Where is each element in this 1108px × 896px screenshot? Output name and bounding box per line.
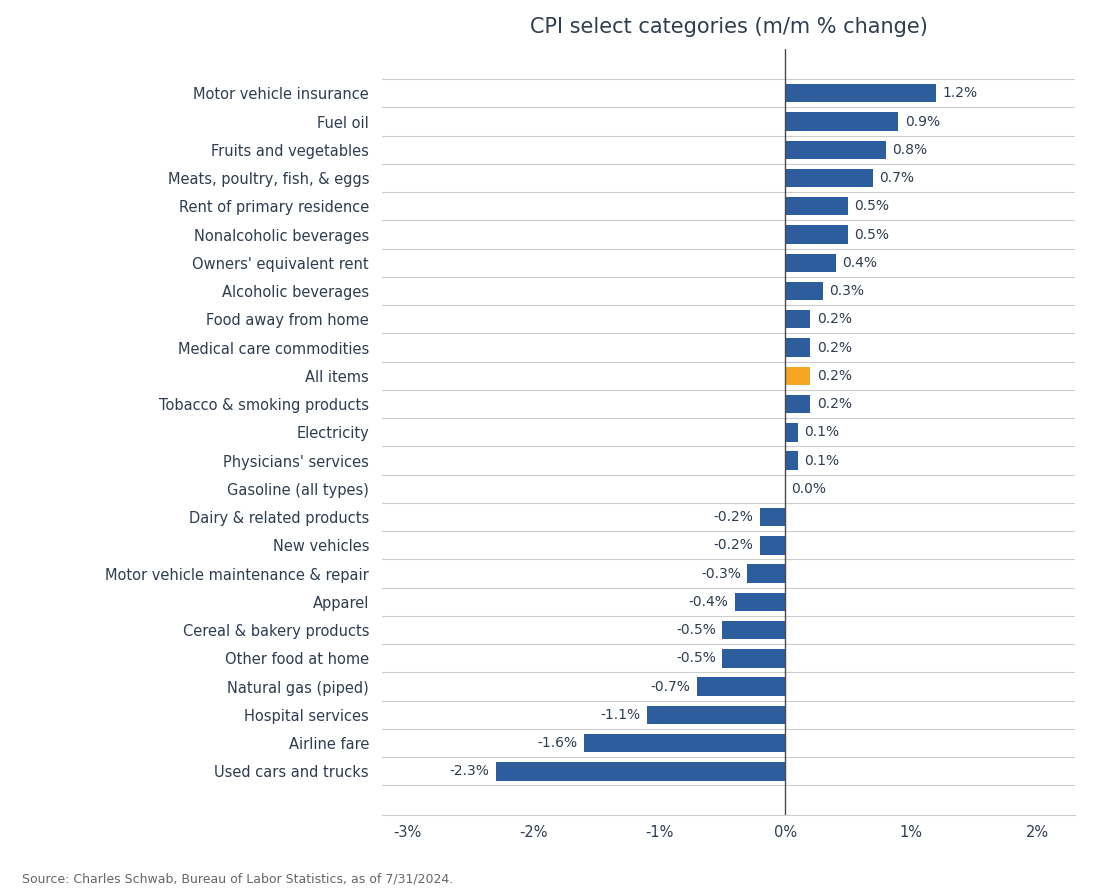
Text: -1.6%: -1.6%: [537, 737, 577, 750]
Text: 0.2%: 0.2%: [817, 369, 852, 383]
Text: 0.8%: 0.8%: [892, 142, 927, 157]
Bar: [786, 84, 936, 102]
Text: 0.1%: 0.1%: [804, 426, 839, 439]
Bar: [786, 141, 886, 159]
Bar: [786, 395, 810, 413]
Text: 0.5%: 0.5%: [854, 199, 890, 213]
Bar: [748, 564, 786, 582]
Bar: [760, 508, 786, 526]
Bar: [786, 282, 823, 300]
Text: -0.2%: -0.2%: [714, 538, 753, 552]
Text: -2.3%: -2.3%: [450, 764, 490, 779]
Text: 0.2%: 0.2%: [817, 397, 852, 411]
Bar: [786, 254, 835, 272]
Text: 0.4%: 0.4%: [842, 255, 876, 270]
Text: Source: Charles Schwab, Bureau of Labor Statistics, as of 7/31/2024.: Source: Charles Schwab, Bureau of Labor …: [22, 872, 453, 885]
Text: 1.2%: 1.2%: [943, 86, 977, 100]
Bar: [722, 621, 786, 639]
Text: 0.5%: 0.5%: [854, 228, 890, 242]
Bar: [584, 734, 786, 753]
Bar: [786, 366, 810, 385]
Text: -0.7%: -0.7%: [650, 679, 690, 694]
Bar: [786, 197, 848, 215]
Text: 0.7%: 0.7%: [880, 171, 914, 185]
Text: -0.3%: -0.3%: [701, 566, 741, 581]
Bar: [786, 112, 899, 131]
Text: 0.9%: 0.9%: [905, 115, 940, 128]
Bar: [786, 168, 873, 187]
Text: 0.2%: 0.2%: [817, 313, 852, 326]
Bar: [786, 226, 848, 244]
Text: -1.1%: -1.1%: [601, 708, 640, 722]
Bar: [495, 762, 786, 780]
Text: 0.1%: 0.1%: [804, 453, 839, 468]
Bar: [697, 677, 786, 696]
Text: -0.5%: -0.5%: [676, 651, 716, 666]
Title: CPI select categories (m/m % change): CPI select categories (m/m % change): [530, 17, 927, 37]
Bar: [786, 310, 810, 329]
Bar: [722, 650, 786, 668]
Text: -0.5%: -0.5%: [676, 623, 716, 637]
Bar: [735, 592, 786, 611]
Text: 0.3%: 0.3%: [829, 284, 864, 298]
Text: 0.0%: 0.0%: [791, 482, 827, 495]
Bar: [786, 423, 798, 442]
Bar: [786, 452, 798, 470]
Bar: [786, 339, 810, 357]
Bar: [647, 706, 786, 724]
Text: -0.4%: -0.4%: [689, 595, 729, 609]
Text: -0.2%: -0.2%: [714, 510, 753, 524]
Text: 0.2%: 0.2%: [817, 340, 852, 355]
Bar: [760, 536, 786, 555]
